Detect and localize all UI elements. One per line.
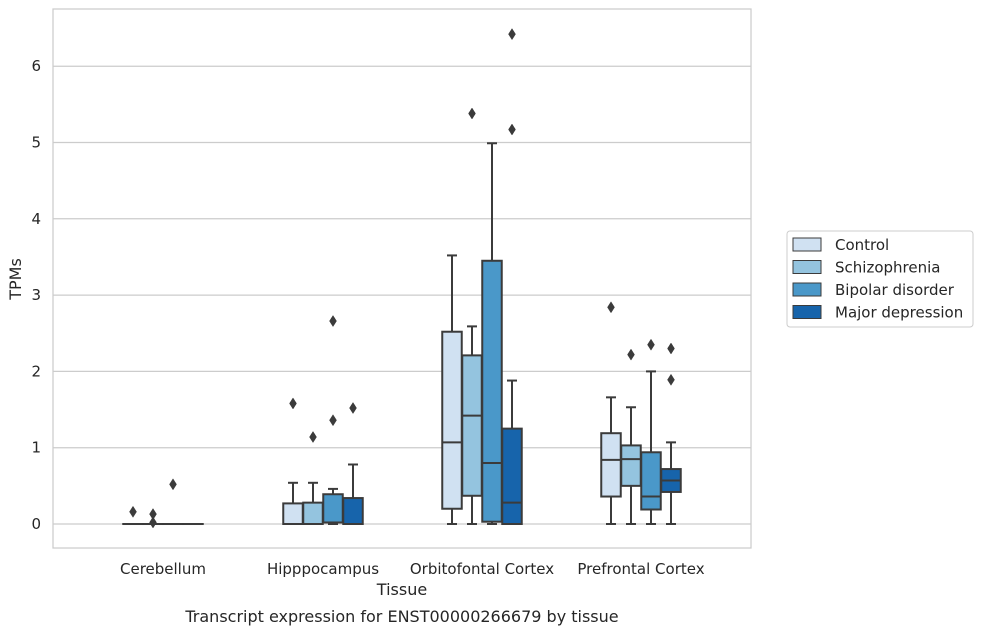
- box-body: [461, 354, 483, 497]
- outlier-point: [667, 373, 675, 386]
- outlier-point: [129, 505, 137, 518]
- box-body: [441, 330, 463, 510]
- y-axis-title: TPMs: [6, 258, 25, 301]
- box-control: [600, 301, 622, 525]
- y-tick-labels: 0 1 2 3 4 5 6: [31, 57, 41, 533]
- y-tick-label: 5: [31, 134, 41, 152]
- box-major-depression: [342, 402, 364, 526]
- box-bipolar-disorder: [162, 478, 184, 526]
- y-tick-label: 6: [31, 57, 41, 75]
- outlier-point: [468, 107, 476, 120]
- legend-label: Control: [835, 236, 889, 254]
- box-body: [302, 501, 324, 525]
- box-schizophrenia: [142, 508, 164, 529]
- y-tick-label: 0: [31, 515, 41, 533]
- box-schizophrenia: [302, 431, 324, 525]
- box-major-depression: [501, 28, 523, 525]
- x-tick-labels: Cerebellum Hipppocampus Orbitofontal Corte…: [120, 560, 705, 578]
- y-tick-label: 2: [31, 362, 41, 380]
- legend-label: Major depression: [835, 304, 963, 322]
- x-tick-label: Hipppocampus: [267, 560, 379, 578]
- legend-swatch: [792, 282, 822, 297]
- outlier-point: [329, 414, 337, 427]
- y-tick-label: 1: [31, 439, 41, 457]
- outlier-point: [508, 123, 516, 136]
- box-body: [501, 427, 523, 525]
- outlier-point: [349, 402, 357, 414]
- x-tick-label: Orbitofontal Cortex: [410, 560, 554, 578]
- box-schizophrenia: [620, 348, 642, 525]
- outlier-point: [169, 478, 177, 491]
- box-body: [620, 444, 642, 487]
- box-control: [122, 505, 144, 526]
- plot-frame: [52, 8, 752, 549]
- outlier-point: [607, 301, 615, 314]
- legend-label: Schizophrenia: [835, 259, 940, 277]
- legend-swatch: [792, 260, 822, 274]
- legend: Control Schizophrenia Bipolar disorder Majo…: [786, 230, 974, 328]
- legend-frame: [786, 230, 974, 328]
- box-body: [322, 493, 344, 524]
- y-tick-label: 3: [31, 286, 41, 304]
- box-bipolar-disorder: [481, 142, 503, 525]
- x-axis-title: Tissue: [376, 580, 427, 599]
- outlier-point: [508, 28, 516, 41]
- box-major-depression: [660, 342, 682, 525]
- box-bipolar-disorder: [322, 315, 344, 525]
- x-tick-label: Cerebellum: [120, 560, 206, 578]
- outlier-point: [289, 397, 297, 410]
- outlier-point: [309, 431, 317, 443]
- box-bipolar-disorder: [640, 338, 662, 525]
- outlier-point: [647, 338, 655, 351]
- y-tick-label: 4: [31, 210, 41, 228]
- x-tick-label: Prefrontal Cortex: [577, 560, 704, 578]
- outlier-point: [627, 348, 635, 361]
- gridlines: [53, 65, 751, 525]
- box-body: [282, 502, 304, 525]
- box-body: [600, 432, 622, 498]
- box-body: [481, 259, 503, 523]
- outlier-point: [149, 516, 157, 529]
- box-control: [282, 397, 304, 525]
- box-schizophrenia: [461, 107, 483, 525]
- box-body: [342, 497, 364, 526]
- outlier-point: [149, 508, 157, 521]
- chart-caption: Transcript expression for ENST0000026667…: [184, 607, 618, 626]
- legend-label: Bipolar disorder: [835, 281, 955, 299]
- plot-boxes: [122, 28, 682, 529]
- legend-swatch: [792, 237, 822, 252]
- outlier-point: [329, 315, 337, 328]
- box-body: [640, 451, 662, 511]
- outlier-point: [667, 342, 675, 355]
- legend-swatch: [792, 305, 822, 319]
